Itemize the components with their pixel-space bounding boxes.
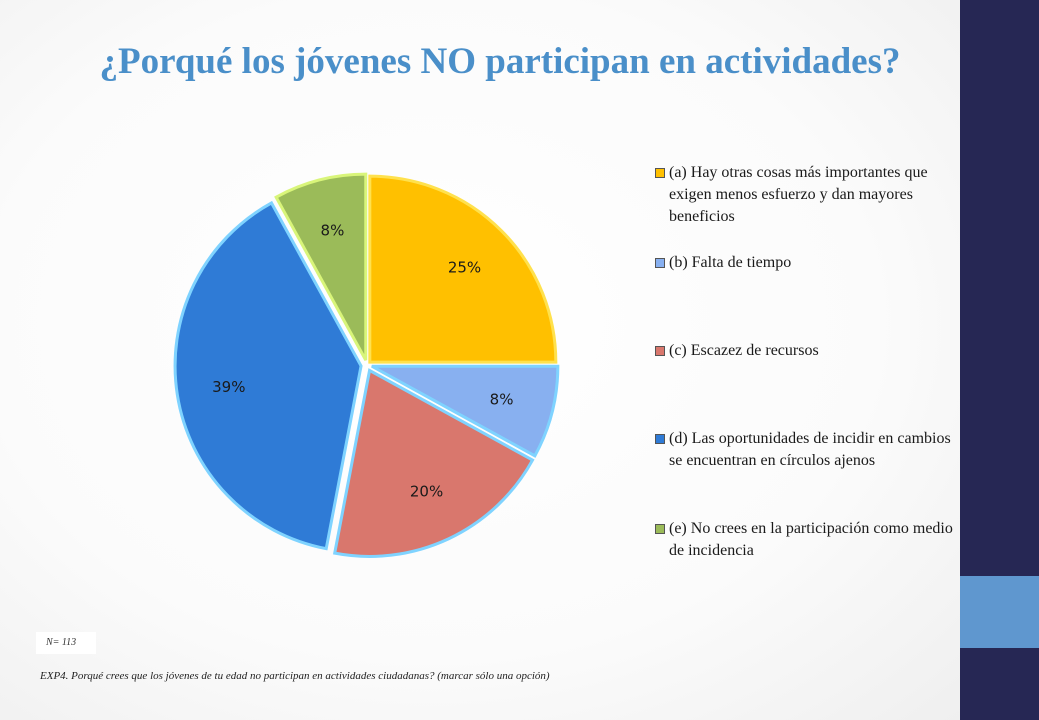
sidebar-accent-block xyxy=(960,576,1039,648)
legend-item-d: (d) Las oportunidades de incidir en camb… xyxy=(655,428,955,472)
legend-label-e: (e) No crees en la participación como me… xyxy=(669,520,953,559)
pie-label-b: 8% xyxy=(490,391,514,409)
pie-label-e: 8% xyxy=(321,221,345,239)
pie-chart: 25% 8% 20% 39% 8% xyxy=(173,172,560,558)
legend-label-a: (a) Hay otras cosas más importantes que … xyxy=(669,164,928,225)
pie-label-d: 39% xyxy=(212,378,245,396)
sample-size-label: N= 113 xyxy=(46,637,77,648)
legend-swatch-c xyxy=(655,346,665,356)
pie-slice-a xyxy=(368,174,558,364)
legend-swatch-a xyxy=(655,168,665,178)
pie-label-a: 25% xyxy=(448,258,481,276)
pie-label-c: 20% xyxy=(410,483,443,501)
legend-label-b: (b) Falta de tiempo xyxy=(669,254,792,271)
legend-item-c: (c) Escazez de recursos xyxy=(655,340,955,362)
pie-slice-c xyxy=(332,368,535,558)
question-footnote: EXP4. Porqué crees que los jóvenes de tu… xyxy=(40,670,550,682)
legend-item-a: (a) Hay otras cosas más importantes que … xyxy=(655,162,955,228)
legend-label-c: (c) Escazez de recursos xyxy=(669,342,819,359)
pie-slice-e xyxy=(274,172,368,361)
pie-slice-b xyxy=(371,364,560,458)
legend-item-e: (e) No crees en la participación como me… xyxy=(655,518,955,562)
legend-swatch-b xyxy=(655,258,665,268)
sample-size-box xyxy=(36,632,96,654)
legend-swatch-d xyxy=(655,434,665,444)
legend-label-d: (d) Las oportunidades de incidir en camb… xyxy=(669,430,951,469)
legend-swatch-e xyxy=(655,524,665,534)
pie-slice-d xyxy=(173,200,363,551)
legend-item-b: (b) Falta de tiempo xyxy=(655,252,955,274)
slide-title: ¿Porqué los jóvenes NO participan en act… xyxy=(99,41,901,82)
